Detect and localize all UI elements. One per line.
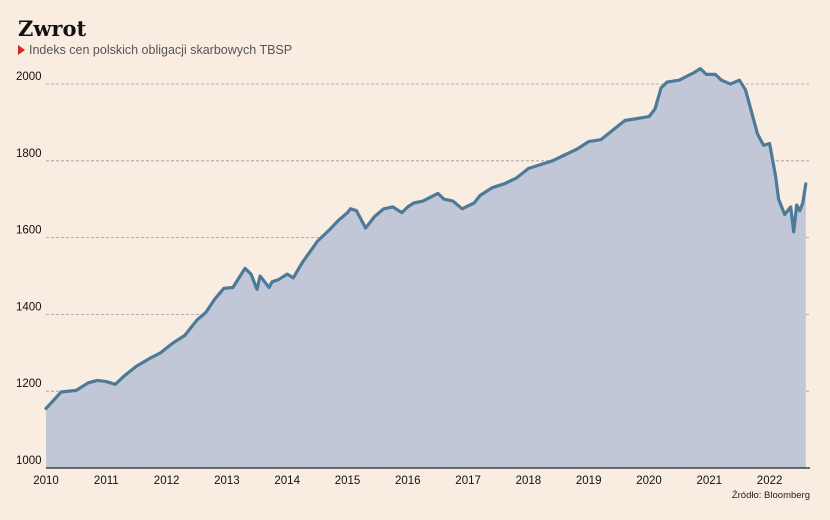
area-layer [44, 67, 810, 469]
x-tick-label: 2011 [94, 475, 119, 487]
source-note: Źródło: Bloomberg [731, 490, 810, 501]
y-tick-label: 1600 [16, 225, 42, 237]
x-tick-label: 2016 [395, 475, 421, 487]
area-fill [46, 68, 806, 468]
x-tick-label: 2019 [576, 475, 602, 487]
x-tick-label: 2013 [214, 475, 240, 487]
y-tick-label: 2000 [16, 71, 42, 83]
y-tick-label: 1200 [16, 378, 42, 390]
y-tick-label: 1000 [16, 455, 42, 467]
x-tick-label: 2022 [757, 475, 783, 487]
x-tick-label: 2017 [455, 475, 481, 487]
x-tick-label: 2015 [335, 475, 361, 487]
x-tick-label: 2021 [697, 475, 723, 487]
chart-subtitle-text: Indeks cen polskich obligacji skarbowych… [29, 43, 293, 57]
chart-subtitle: Indeks cen polskich obligacji skarbowych… [18, 43, 292, 57]
x-tick-label: 2018 [516, 475, 542, 487]
x-tick-label: 2012 [154, 475, 180, 487]
x-tick-label: 2010 [33, 475, 59, 487]
series-line [44, 67, 808, 411]
x-tick-label: 2014 [274, 475, 300, 487]
chart-title: Zwrot [18, 16, 87, 41]
y-axis: 1000 1200 1400 1600 1800 2000 [16, 71, 42, 467]
x-axis: 2010 2011 2012 2013 2014 2015 2016 2017 2018 2019… [33, 475, 782, 487]
red-triangle-icon [18, 45, 25, 55]
y-tick-label: 1400 [16, 301, 42, 313]
y-tick-label: 1800 [16, 148, 42, 160]
x-tick-label: 2020 [636, 475, 662, 487]
